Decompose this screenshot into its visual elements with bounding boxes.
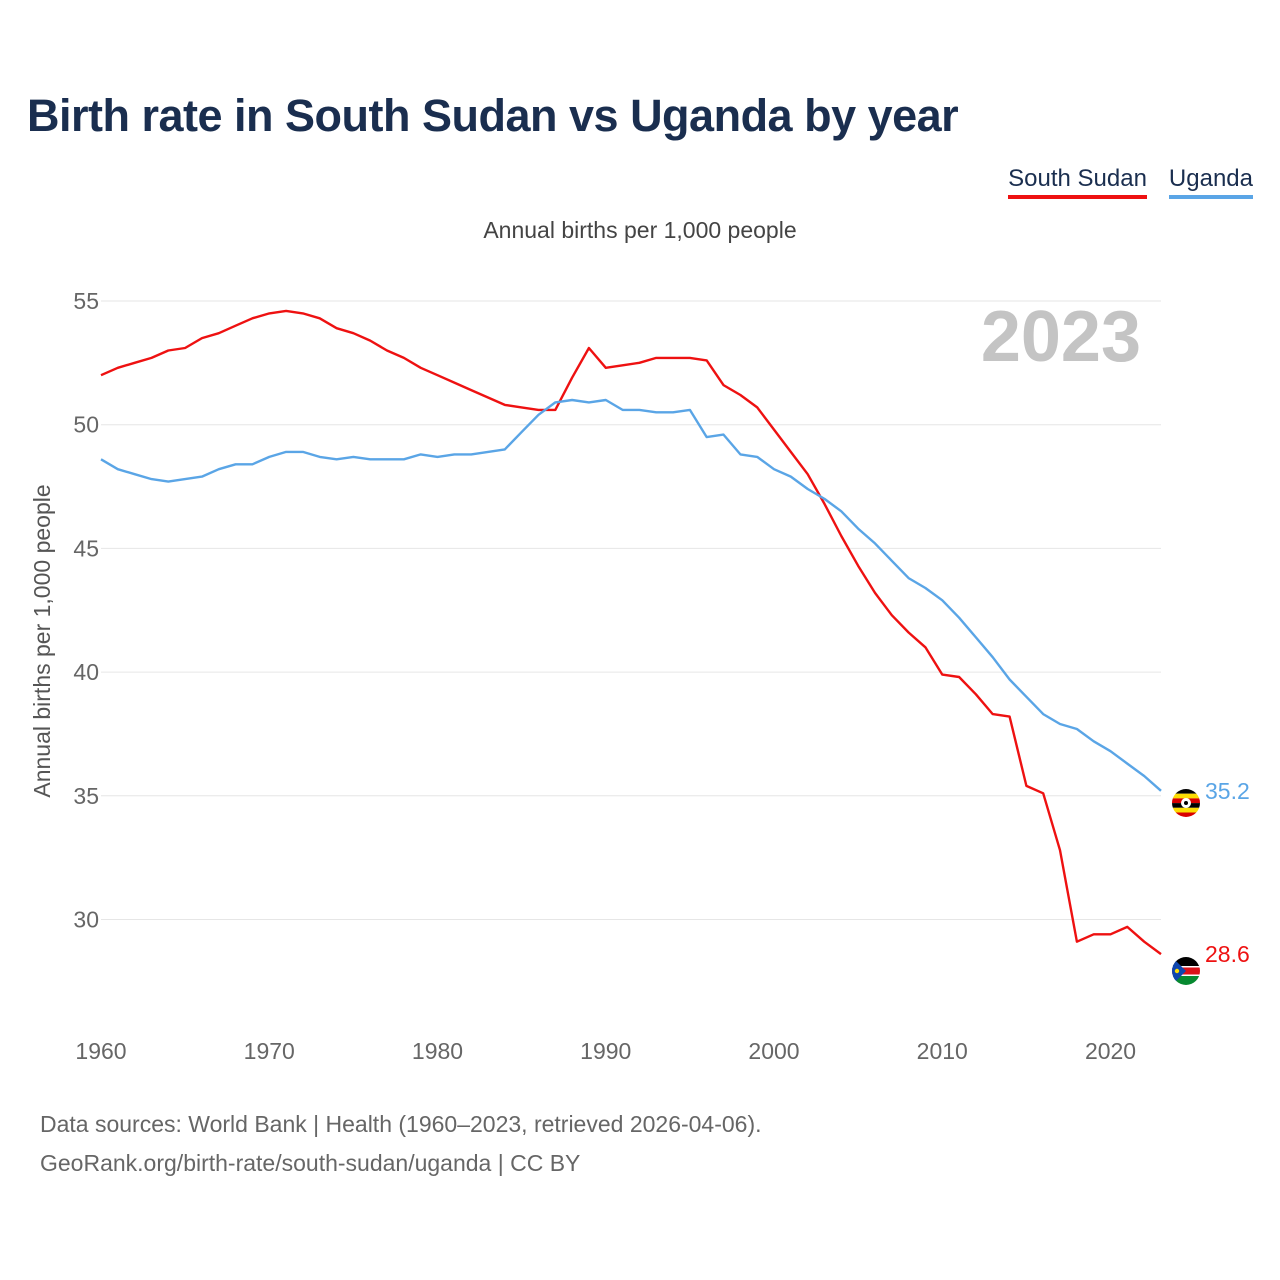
x-tick-label: 1980 <box>412 1038 463 1064</box>
end-value-uganda: 35.2 <box>1205 778 1250 804</box>
y-axis-label: Annual births per 1,000 people <box>29 484 55 797</box>
chart-title: Birth rate in South Sudan vs Uganda by y… <box>27 90 959 141</box>
series-line-south-sudan <box>100 309 1162 956</box>
chart-subtitle: Annual births per 1,000 people <box>483 217 797 243</box>
footer-attribution[interactable]: GeoRank.org/birth-rate/south-sudan/ugand… <box>40 1150 581 1176</box>
x-tick-label: 2010 <box>917 1038 968 1064</box>
y-tick-label: 40 <box>73 659 99 685</box>
x-tick-label: 2000 <box>748 1038 799 1064</box>
legend: South Sudan Uganda <box>1008 165 1253 199</box>
y-tick-label: 50 <box>73 412 99 438</box>
x-tick-label: 1970 <box>244 1038 295 1064</box>
gridlines <box>101 300 1161 920</box>
y-axis-ticks: 30 35 40 45 50 55 <box>73 288 99 932</box>
year-label: 2023 <box>981 297 1141 377</box>
x-axis-ticks: 1960 1970 1980 1990 2000 2010 2020 <box>75 1038 1136 1064</box>
south-sudan-flag-icon <box>1172 957 1200 985</box>
y-tick-label: 30 <box>73 906 99 932</box>
footer: Data sources: World Bank | Health (1960–… <box>40 1105 762 1183</box>
legend-item-uganda[interactable]: Uganda <box>1168 165 1253 199</box>
x-tick-label: 1990 <box>580 1038 631 1064</box>
x-tick-label: 2020 <box>1085 1038 1136 1064</box>
y-tick-label: 45 <box>73 535 99 561</box>
end-value-south-sudan: 28.6 <box>1205 941 1250 967</box>
uganda-flag-icon <box>1172 789 1200 817</box>
series-lines <box>100 309 1162 956</box>
x-tick-label: 1960 <box>75 1038 126 1064</box>
series-line-uganda <box>100 398 1162 792</box>
y-tick-label: 35 <box>73 783 99 809</box>
legend-item-south-sudan[interactable]: South Sudan <box>1008 165 1147 199</box>
y-tick-label: 55 <box>73 288 99 314</box>
footer-source: Data sources: World Bank | Health (1960–… <box>40 1111 762 1137</box>
